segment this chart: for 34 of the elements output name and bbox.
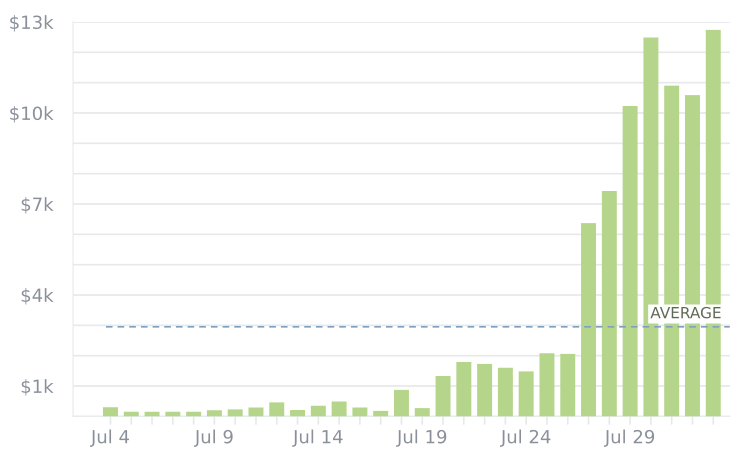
bar (560, 354, 576, 416)
y-tick-label: $7k (22, 197, 54, 214)
bar (602, 190, 617, 416)
bar (228, 409, 243, 416)
y-tick-label: $4k (22, 288, 54, 304)
bar (477, 364, 492, 416)
x-tick-label: Jul 4 (90, 430, 129, 447)
bar (332, 401, 347, 416)
bar (248, 408, 264, 416)
bar (456, 362, 472, 416)
bar (518, 371, 534, 416)
bar (539, 353, 554, 416)
bar (352, 408, 368, 416)
bar (622, 106, 638, 416)
bar (269, 402, 284, 416)
bar (102, 407, 118, 416)
bar (206, 410, 222, 416)
bar (310, 406, 326, 416)
bar (436, 376, 451, 416)
x-tick-label: Jul 14 (292, 430, 343, 447)
y-tick-label: $10k (10, 106, 54, 122)
bar (414, 408, 430, 416)
y-tick-label: $1k (22, 379, 54, 396)
bar (581, 223, 596, 416)
x-tick-label: Jul 9 (194, 430, 233, 447)
x-tick-label: Jul 19 (396, 430, 446, 447)
bar (373, 410, 388, 416)
x-tick-label: Jul 24 (500, 430, 550, 447)
bar (290, 410, 306, 416)
bar (498, 368, 513, 416)
bar (394, 390, 409, 416)
ref-line-label: AVERAGE (650, 306, 721, 318)
y-tick-label: $13k (10, 15, 54, 32)
x-tick-label: Jul 29 (604, 430, 654, 447)
